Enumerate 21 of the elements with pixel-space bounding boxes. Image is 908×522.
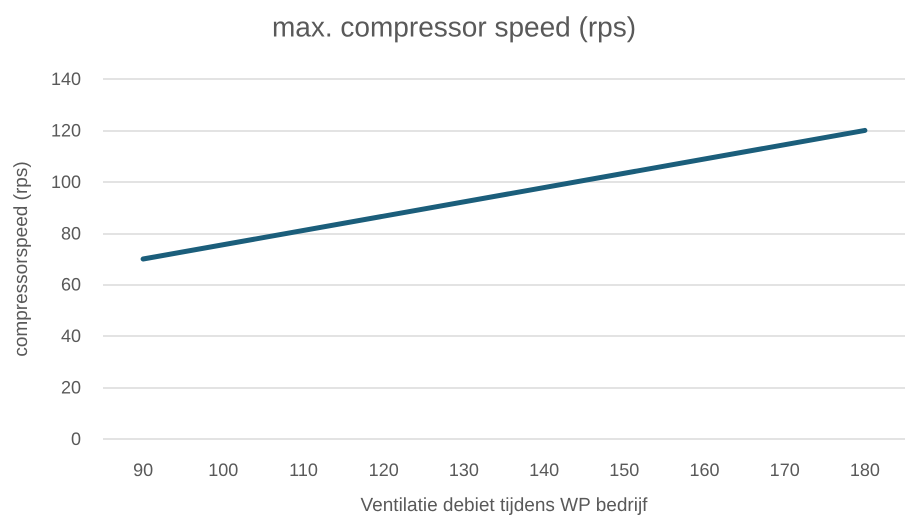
x-tick-label: 110	[289, 460, 318, 480]
y-tick-label: 20	[60, 378, 81, 398]
x-tick-label: 170	[770, 460, 800, 480]
x-axis-title: Ventilatie debiet tijdens WP bedrijf	[360, 495, 648, 516]
x-tick-label: 120	[368, 460, 399, 480]
x-tick-label: 180	[850, 460, 880, 480]
y-tick-label: 60	[60, 274, 81, 295]
x-tick-label: 160	[689, 460, 720, 480]
y-tick-label: 140	[50, 69, 81, 89]
x-tick-label: 90	[133, 460, 154, 480]
y-tick-label: 40	[60, 326, 81, 346]
chart-title: max. compressor speed (rps)	[272, 12, 636, 42]
y-tick-label: 100	[50, 172, 81, 192]
x-tick-label: 130	[448, 460, 479, 480]
y-tick-label: 120	[50, 120, 81, 140]
y-tick-label: 80	[60, 223, 81, 244]
y-axis-title: compressorspeed (rps)	[11, 161, 32, 357]
y-tick-label: 0	[70, 429, 81, 449]
x-tick-label: 150	[609, 460, 640, 480]
x-tick-label: 100	[208, 460, 238, 480]
x-tick-label: 140	[529, 460, 560, 480]
